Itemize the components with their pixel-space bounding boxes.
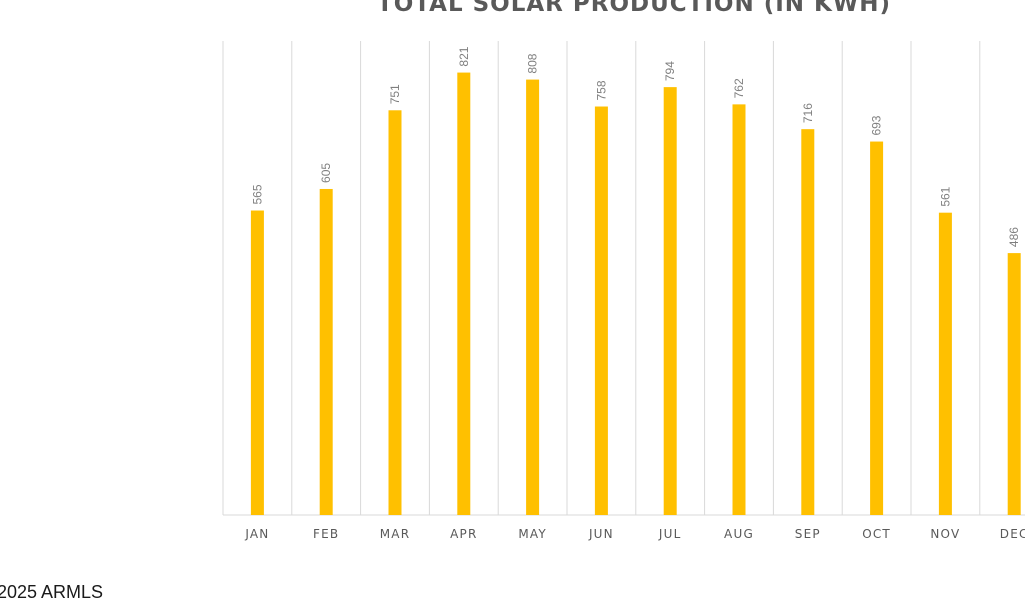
bar-oct [870,141,884,516]
data-label-jun: 758 [594,80,608,100]
data-label-dec: 486 [1007,227,1021,247]
tick-label-nov: NOV [930,527,960,541]
gridlines [222,41,1025,516]
x-axis-ticks: JAN FEB MAR APR MAY JUN JUL AUG SEP OCT NOV DEC [244,527,1025,541]
data-label-oct: 693 [870,115,884,135]
tick-label-jun: JUN [588,527,614,541]
data-label-aug: 762 [732,78,746,98]
chart-title: TOTAL SOLAR PRODUCTION (IN KWH) [377,0,891,17]
bar-jun [594,106,608,516]
bar-dec [1007,253,1021,515]
data-label-feb: 605 [319,163,333,183]
bars [250,72,1021,516]
tick-label-dec: DEC [1000,527,1025,541]
bar-apr [457,72,471,516]
tick-label-apr: APR [450,527,477,541]
bar-may [526,79,540,516]
data-label-sep: 716 [801,103,815,123]
bar-mar [388,110,402,516]
tick-label-feb: FEB [313,527,339,541]
tick-label-jan: JAN [244,527,269,541]
tick-label-sep: SEP [795,527,821,541]
tick-label-jul: JUL [658,527,682,541]
tick-label-aug: AUG [724,527,754,541]
bar-nov [938,212,952,515]
bar-jul [663,87,677,515]
tick-label-mar: MAR [380,527,411,541]
bar-aug [732,104,746,515]
tick-label-may: MAY [518,527,547,541]
data-labels: 565 605 751 821 808 758 794 762 716 693 561 486 [250,46,1021,247]
bar-feb [319,188,333,515]
data-label-mar: 751 [388,84,402,104]
data-label-may: 808 [526,53,540,73]
bar-sep [801,129,815,515]
copyright-watermark: 2025 ARMLS [0,582,104,602]
tick-label-oct: OCT [862,527,891,541]
data-label-jul: 794 [663,61,677,81]
data-label-jan: 565 [250,184,264,204]
data-label-nov: 561 [938,186,952,206]
bar-jan [250,210,264,515]
data-label-apr: 821 [457,46,471,66]
